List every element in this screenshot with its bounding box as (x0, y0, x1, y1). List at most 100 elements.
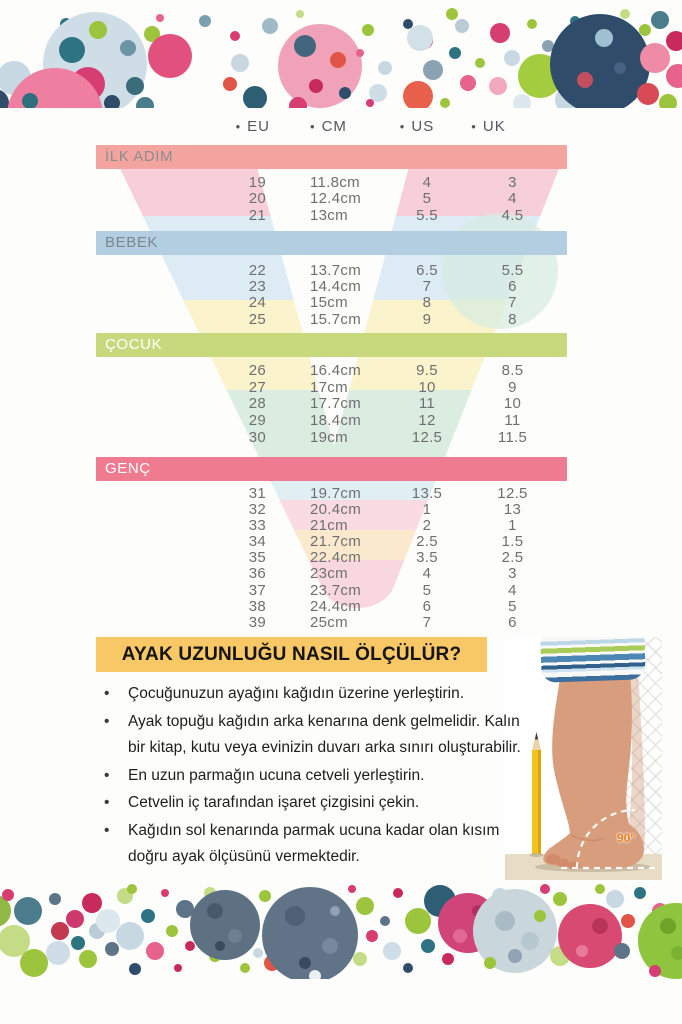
table-row: 36 23cm 4 3 (96, 565, 567, 583)
instruction-text: Cetvelin iç tarafından işaret çizgisini … (128, 794, 420, 811)
cell-eu: 29 (248, 412, 266, 430)
cell-uk: 6 (508, 614, 517, 632)
cell-us: 12.5 (411, 428, 443, 446)
cell-uk: 2.5 (501, 549, 524, 567)
instruction-text: Kağıdın sol kenarında parmak ucuna kadar… (128, 821, 500, 866)
instruction-item: • En uzun parmağın ucuna cetveli yerleşt… (100, 763, 538, 790)
cell-cm: 11.8cm (310, 174, 360, 191)
cell-cm: 15.7cm (310, 310, 361, 328)
bullet-icon: • (310, 118, 316, 134)
group-rows: 26 16.4cm 9.5 8.5 27 17cm 10 9 28 17.7cm… (96, 357, 567, 451)
bullet-icon: • (104, 712, 110, 730)
size-table-header-row: • EU • CM • US • UK (96, 112, 567, 140)
cell-us: 6 (422, 597, 432, 615)
cell-uk: 4 (508, 581, 517, 599)
column-header-eu: • EU (235, 117, 270, 135)
cell-cm: 13cm (310, 206, 348, 224)
table-row: 20 12.4cm 5 4 (96, 190, 567, 208)
cell-us: 4 (422, 565, 432, 583)
cell-eu: 26 (248, 362, 266, 380)
table-row: 35 22.4cm 3.5 2.5 (96, 549, 567, 567)
instruction-item: • Cetvelin iç tarafından işaret çizgisin… (100, 790, 538, 817)
cell-eu: 25 (248, 310, 266, 328)
table-row: 23 14.4cm 7 6 (96, 278, 567, 296)
cell-us: 9.5 (416, 362, 438, 380)
cell-uk: 1 (508, 516, 517, 534)
cell-us: 13.5 (411, 484, 443, 502)
cell-uk: 8 (508, 310, 517, 328)
size-group: İLK ADIM 19 11.8cm 4 3 20 12.4cm 5 4 21 … (96, 145, 567, 226)
table-row: 25 15.7cm 9 8 (96, 310, 567, 328)
cell-uk: 4.5 (501, 206, 524, 224)
instruction-item: • Çocuğunuzun ayağını kağıdın üzerine ye… (100, 681, 538, 708)
cell-uk: 8.5 (501, 362, 524, 380)
cell-uk: 3 (508, 174, 517, 191)
right-angle-label: 90° (617, 831, 636, 845)
cell-cm: 13.7cm (310, 261, 361, 279)
group-band: BEBEK (96, 230, 567, 255)
cell-cm: 16.4cm (310, 362, 361, 380)
cell-cm: 19.7cm (310, 484, 361, 502)
measure-title-band: AYAK UZUNLUĞU NASIL ÖLÇÜLÜR? (96, 637, 487, 672)
cell-cm: 17.7cm (310, 395, 361, 413)
table-row: 30 19cm 12.5 11.5 (96, 429, 567, 446)
column-header-cm: • CM (310, 117, 347, 135)
cell-eu: 32 (248, 500, 266, 518)
polka-dots-top-graphic (0, 8, 682, 108)
cell-uk: 10 (503, 395, 522, 413)
group-band: GENÇ (96, 456, 567, 481)
instruction-item: • Ayak topuğu kağıdın arka kenarına denk… (100, 709, 538, 762)
bullet-icon: • (104, 821, 110, 839)
cell-cm: 15cm (310, 294, 348, 312)
cell-uk: 5.5 (501, 261, 524, 279)
cell-us: 12 (418, 412, 436, 430)
cell-eu: 22 (248, 261, 266, 279)
instruction-text: En uzun parmağın ucuna cetveli yerleştir… (128, 766, 425, 784)
cell-eu: 35 (248, 549, 266, 567)
group-label: İLK ADIM (105, 148, 174, 165)
cell-us: 8 (422, 294, 432, 312)
table-row: 21 13cm 5.5 4.5 (96, 206, 567, 224)
table-row: 24 15cm 8 7 (96, 294, 567, 312)
cell-uk: 9 (508, 378, 517, 396)
cell-eu: 30 (248, 428, 266, 446)
cell-us: 9 (422, 310, 432, 328)
size-group: BEBEK 22 13.7cm 6.5 5.5 23 14.4cm 7 6 24… (96, 230, 567, 328)
cell-us: 2 (422, 516, 432, 534)
cell-us: 2.5 (416, 533, 438, 551)
cell-us: 7 (422, 614, 432, 632)
table-row: 38 24.4cm 6 5 (96, 597, 567, 615)
cell-us: 5.5 (416, 206, 438, 224)
bullet-icon: • (104, 766, 110, 784)
cell-uk: 13 (503, 500, 522, 518)
cell-cm: 24.4cm (310, 597, 361, 615)
cell-cm: 21cm (310, 516, 348, 534)
cell-eu: 34 (248, 533, 266, 551)
bullet-icon: • (235, 118, 242, 134)
size-table: • EU • CM • US • UK İLK ADIM 19 11.8cm 4 3 2… (96, 112, 567, 632)
cell-eu: 27 (248, 378, 266, 396)
cell-cm: 23.7cm (310, 581, 361, 599)
bullet-icon: • (104, 685, 110, 702)
cell-uk: 7 (508, 294, 517, 312)
cell-uk: 6 (508, 278, 517, 296)
table-row: 27 17cm 10 9 (96, 379, 567, 396)
group-label: GENÇ (105, 459, 151, 477)
cell-uk: 11.5 (497, 428, 528, 446)
cell-us: 3.5 (416, 549, 438, 567)
striped-shorts (540, 637, 646, 683)
bottom-dots-border (0, 883, 682, 979)
cell-eu: 31 (248, 484, 266, 502)
polka-dots-bottom-graphic (0, 884, 682, 979)
cell-eu: 24 (248, 294, 266, 312)
instruction-text: Ayak topuğu kağıdın arka kenarına denk g… (128, 712, 521, 757)
table-row: 26 16.4cm 9.5 8.5 (96, 362, 567, 379)
cell-cm: 12.4cm (310, 190, 361, 208)
cell-cm: 21.7cm (310, 533, 361, 551)
table-row: 37 23.7cm 5 4 (96, 581, 567, 599)
cell-uk: 1.5 (501, 533, 524, 551)
cell-cm: 25cm (310, 614, 348, 632)
instruction-item: • Kağıdın sol kenarında parmak ucuna kad… (100, 818, 538, 871)
baby-foot-measure-photo: 90° (505, 637, 662, 880)
